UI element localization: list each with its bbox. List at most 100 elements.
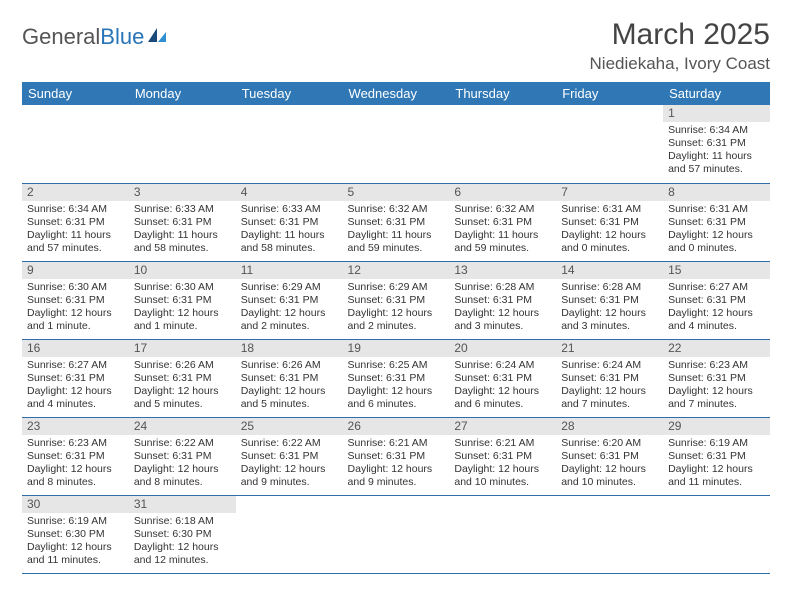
day-number: 30	[22, 496, 129, 513]
day-number: 10	[129, 262, 236, 279]
day-details: Sunrise: 6:34 AMSunset: 6:31 PMDaylight:…	[22, 201, 129, 259]
day-details: Sunrise: 6:26 AMSunset: 6:31 PMDaylight:…	[129, 357, 236, 415]
day-details: Sunrise: 6:28 AMSunset: 6:31 PMDaylight:…	[449, 279, 556, 337]
day-number: 17	[129, 340, 236, 357]
daylight-text: Daylight: 11 hours and 57 minutes.	[668, 150, 765, 176]
weekday-header: Friday	[556, 82, 663, 105]
sunset-text: Sunset: 6:31 PM	[668, 450, 765, 463]
day-number: 16	[22, 340, 129, 357]
calendar-cell	[236, 105, 343, 183]
day-number: 26	[343, 418, 450, 435]
day-number: 31	[129, 496, 236, 513]
sunset-text: Sunset: 6:31 PM	[27, 372, 124, 385]
calendar-row: 23Sunrise: 6:23 AMSunset: 6:31 PMDayligh…	[22, 417, 770, 495]
weekday-header: Wednesday	[343, 82, 450, 105]
calendar-cell	[556, 495, 663, 573]
sunset-text: Sunset: 6:31 PM	[241, 216, 338, 229]
calendar-cell: 13Sunrise: 6:28 AMSunset: 6:31 PMDayligh…	[449, 261, 556, 339]
calendar-cell	[343, 105, 450, 183]
sunrise-text: Sunrise: 6:26 AM	[134, 359, 231, 372]
daylight-text: Daylight: 12 hours and 1 minute.	[134, 307, 231, 333]
sunset-text: Sunset: 6:31 PM	[134, 372, 231, 385]
logo: GeneralBlue	[22, 24, 168, 50]
calendar-cell: 24Sunrise: 6:22 AMSunset: 6:31 PMDayligh…	[129, 417, 236, 495]
sunrise-text: Sunrise: 6:25 AM	[348, 359, 445, 372]
daylight-text: Daylight: 12 hours and 4 minutes.	[668, 307, 765, 333]
calendar-cell	[663, 495, 770, 573]
logo-text-1: General	[22, 24, 100, 50]
day-number: 24	[129, 418, 236, 435]
calendar-cell: 2Sunrise: 6:34 AMSunset: 6:31 PMDaylight…	[22, 183, 129, 261]
day-number-empty	[449, 105, 556, 122]
calendar-cell: 14Sunrise: 6:28 AMSunset: 6:31 PMDayligh…	[556, 261, 663, 339]
day-details: Sunrise: 6:21 AMSunset: 6:31 PMDaylight:…	[343, 435, 450, 493]
day-number: 11	[236, 262, 343, 279]
sunrise-text: Sunrise: 6:18 AM	[134, 515, 231, 528]
sunrise-text: Sunrise: 6:22 AM	[241, 437, 338, 450]
sunrise-text: Sunrise: 6:27 AM	[668, 281, 765, 294]
day-number: 9	[22, 262, 129, 279]
sunset-text: Sunset: 6:31 PM	[27, 450, 124, 463]
day-details: Sunrise: 6:27 AMSunset: 6:31 PMDaylight:…	[22, 357, 129, 415]
sunrise-text: Sunrise: 6:28 AM	[561, 281, 658, 294]
sunrise-text: Sunrise: 6:33 AM	[134, 203, 231, 216]
calendar-cell: 28Sunrise: 6:20 AMSunset: 6:31 PMDayligh…	[556, 417, 663, 495]
daylight-text: Daylight: 11 hours and 57 minutes.	[27, 229, 124, 255]
day-details: Sunrise: 6:31 AMSunset: 6:31 PMDaylight:…	[663, 201, 770, 259]
sunset-text: Sunset: 6:30 PM	[27, 528, 124, 541]
daylight-text: Daylight: 12 hours and 2 minutes.	[241, 307, 338, 333]
sunrise-text: Sunrise: 6:34 AM	[27, 203, 124, 216]
sunset-text: Sunset: 6:31 PM	[668, 372, 765, 385]
day-number: 13	[449, 262, 556, 279]
sunrise-text: Sunrise: 6:26 AM	[241, 359, 338, 372]
sunset-text: Sunset: 6:31 PM	[561, 372, 658, 385]
daylight-text: Daylight: 12 hours and 5 minutes.	[241, 385, 338, 411]
header: GeneralBlue March 2025 Niediekaha, Ivory…	[22, 18, 770, 74]
calendar-row: 9Sunrise: 6:30 AMSunset: 6:31 PMDaylight…	[22, 261, 770, 339]
calendar-cell: 26Sunrise: 6:21 AMSunset: 6:31 PMDayligh…	[343, 417, 450, 495]
day-details: Sunrise: 6:29 AMSunset: 6:31 PMDaylight:…	[343, 279, 450, 337]
calendar-cell: 18Sunrise: 6:26 AMSunset: 6:31 PMDayligh…	[236, 339, 343, 417]
calendar-cell: 10Sunrise: 6:30 AMSunset: 6:31 PMDayligh…	[129, 261, 236, 339]
weekday-header: Saturday	[663, 82, 770, 105]
calendar-cell	[556, 105, 663, 183]
calendar-cell: 15 Sunrise: 6:27 AMSunset: 6:31 PMDayligh…	[663, 261, 770, 339]
sunrise-text: Sunrise: 6:29 AM	[241, 281, 338, 294]
sunset-text: Sunset: 6:31 PM	[27, 216, 124, 229]
sunset-text: Sunset: 6:31 PM	[348, 294, 445, 307]
day-number-empty	[449, 496, 556, 513]
daylight-text: Daylight: 12 hours and 12 minutes.	[134, 541, 231, 567]
daylight-text: Daylight: 11 hours and 59 minutes.	[454, 229, 551, 255]
sunrise-text: Sunrise: 6:20 AM	[561, 437, 658, 450]
month-title: March 2025	[590, 18, 770, 52]
sunset-text: Sunset: 6:31 PM	[561, 216, 658, 229]
sunrise-text: Sunrise: 6:32 AM	[348, 203, 445, 216]
calendar-cell: 21Sunrise: 6:24 AMSunset: 6:31 PMDayligh…	[556, 339, 663, 417]
sunset-text: Sunset: 6:31 PM	[348, 450, 445, 463]
sunset-text: Sunset: 6:31 PM	[668, 294, 765, 307]
day-number-empty	[343, 496, 450, 513]
sunrise-text: Sunrise: 6:31 AM	[668, 203, 765, 216]
day-number: 2	[22, 184, 129, 201]
sunrise-text: Sunrise: 6:21 AM	[454, 437, 551, 450]
sunrise-text: Sunrise: 6:21 AM	[348, 437, 445, 450]
weekday-row: SundayMondayTuesdayWednesdayThursdayFrid…	[22, 82, 770, 105]
calendar-cell: 9Sunrise: 6:30 AMSunset: 6:31 PMDaylight…	[22, 261, 129, 339]
daylight-text: Daylight: 11 hours and 58 minutes.	[241, 229, 338, 255]
calendar-cell: 16Sunrise: 6:27 AMSunset: 6:31 PMDayligh…	[22, 339, 129, 417]
calendar-cell: 29Sunrise: 6:19 AMSunset: 6:31 PMDayligh…	[663, 417, 770, 495]
day-number: 15	[663, 262, 770, 279]
daylight-text: Daylight: 12 hours and 8 minutes.	[27, 463, 124, 489]
daylight-text: Daylight: 11 hours and 58 minutes.	[134, 229, 231, 255]
day-number: 22	[663, 340, 770, 357]
day-details: Sunrise: 6:24 AMSunset: 6:31 PMDaylight:…	[449, 357, 556, 415]
calendar-cell: 6Sunrise: 6:32 AMSunset: 6:31 PMDaylight…	[449, 183, 556, 261]
day-number-empty	[663, 496, 770, 513]
day-details: Sunrise: 6:20 AMSunset: 6:31 PMDaylight:…	[556, 435, 663, 493]
daylight-text: Daylight: 12 hours and 11 minutes.	[27, 541, 124, 567]
sunset-text: Sunset: 6:31 PM	[454, 216, 551, 229]
sunset-text: Sunset: 6:31 PM	[561, 450, 658, 463]
sunset-text: Sunset: 6:31 PM	[134, 294, 231, 307]
calendar-cell: 3Sunrise: 6:33 AMSunset: 6:31 PMDaylight…	[129, 183, 236, 261]
calendar-cell: 5Sunrise: 6:32 AMSunset: 6:31 PMDaylight…	[343, 183, 450, 261]
